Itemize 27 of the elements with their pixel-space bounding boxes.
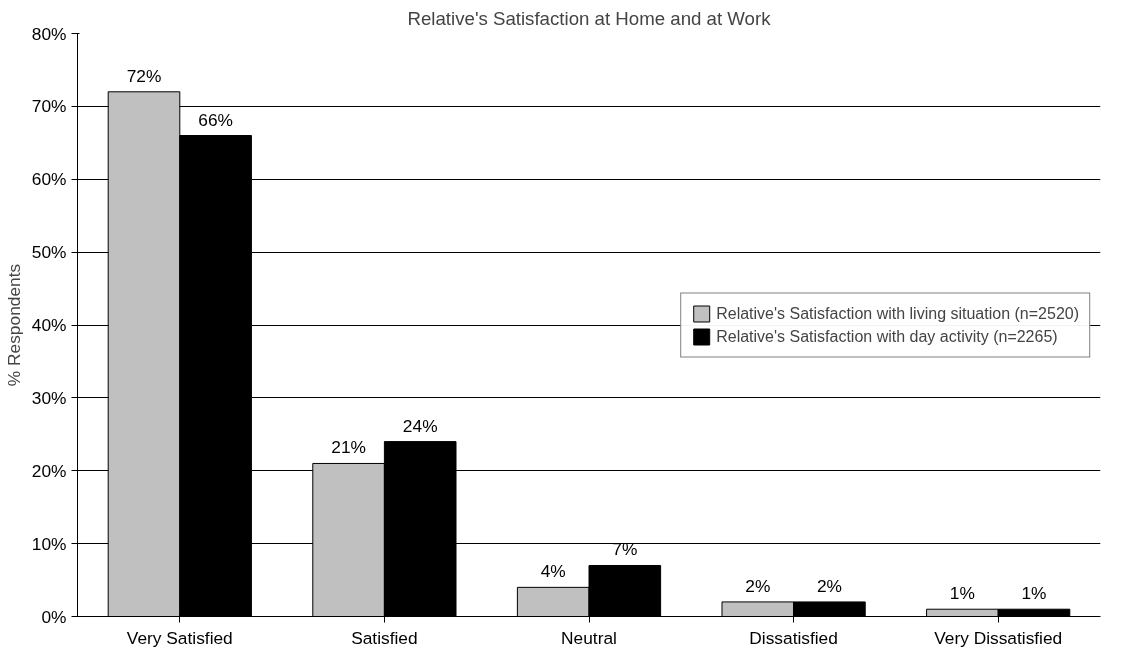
data-label: 2% [816,575,842,596]
data-label: 4% [540,561,566,582]
data-label: 66% [198,109,233,130]
y-tick-label: 70% [31,96,67,117]
data-label: 1% [949,583,975,604]
data-label: 1% [1021,583,1047,604]
y-tick-label: 0% [41,606,67,627]
x-tick-label: Very Dissatisfied [934,627,1063,648]
data-label: 24% [402,415,438,436]
data-label: 72% [126,65,162,86]
y-tick-label: 20% [31,460,67,481]
y-tick-label: 80% [31,23,67,44]
x-tick-label: Satisfied [351,627,418,648]
data-label: 2% [745,575,771,596]
data-label: 21% [331,437,366,458]
x-tick-label: Very Satisfied [126,627,233,648]
x-tick-label: Dissatisfied [749,627,838,648]
legend-label: Relative's Satisfaction with day activity (n=2265) [716,327,1058,345]
chart-title: Relative's Satisfaction at Home and at Work [407,7,772,29]
y-tick-label: 30% [31,387,67,408]
y-tick-label: 50% [31,242,67,263]
y-tick-label: 10% [31,533,67,554]
y-axis-title: % Respondents [3,263,24,387]
x-tick-label: Neutral [561,627,617,648]
y-tick-label: 60% [31,169,67,190]
legend-label: Relative's Satisfaction with living situation (n=2520) [716,304,1079,322]
y-tick-label: 40% [31,315,67,335]
